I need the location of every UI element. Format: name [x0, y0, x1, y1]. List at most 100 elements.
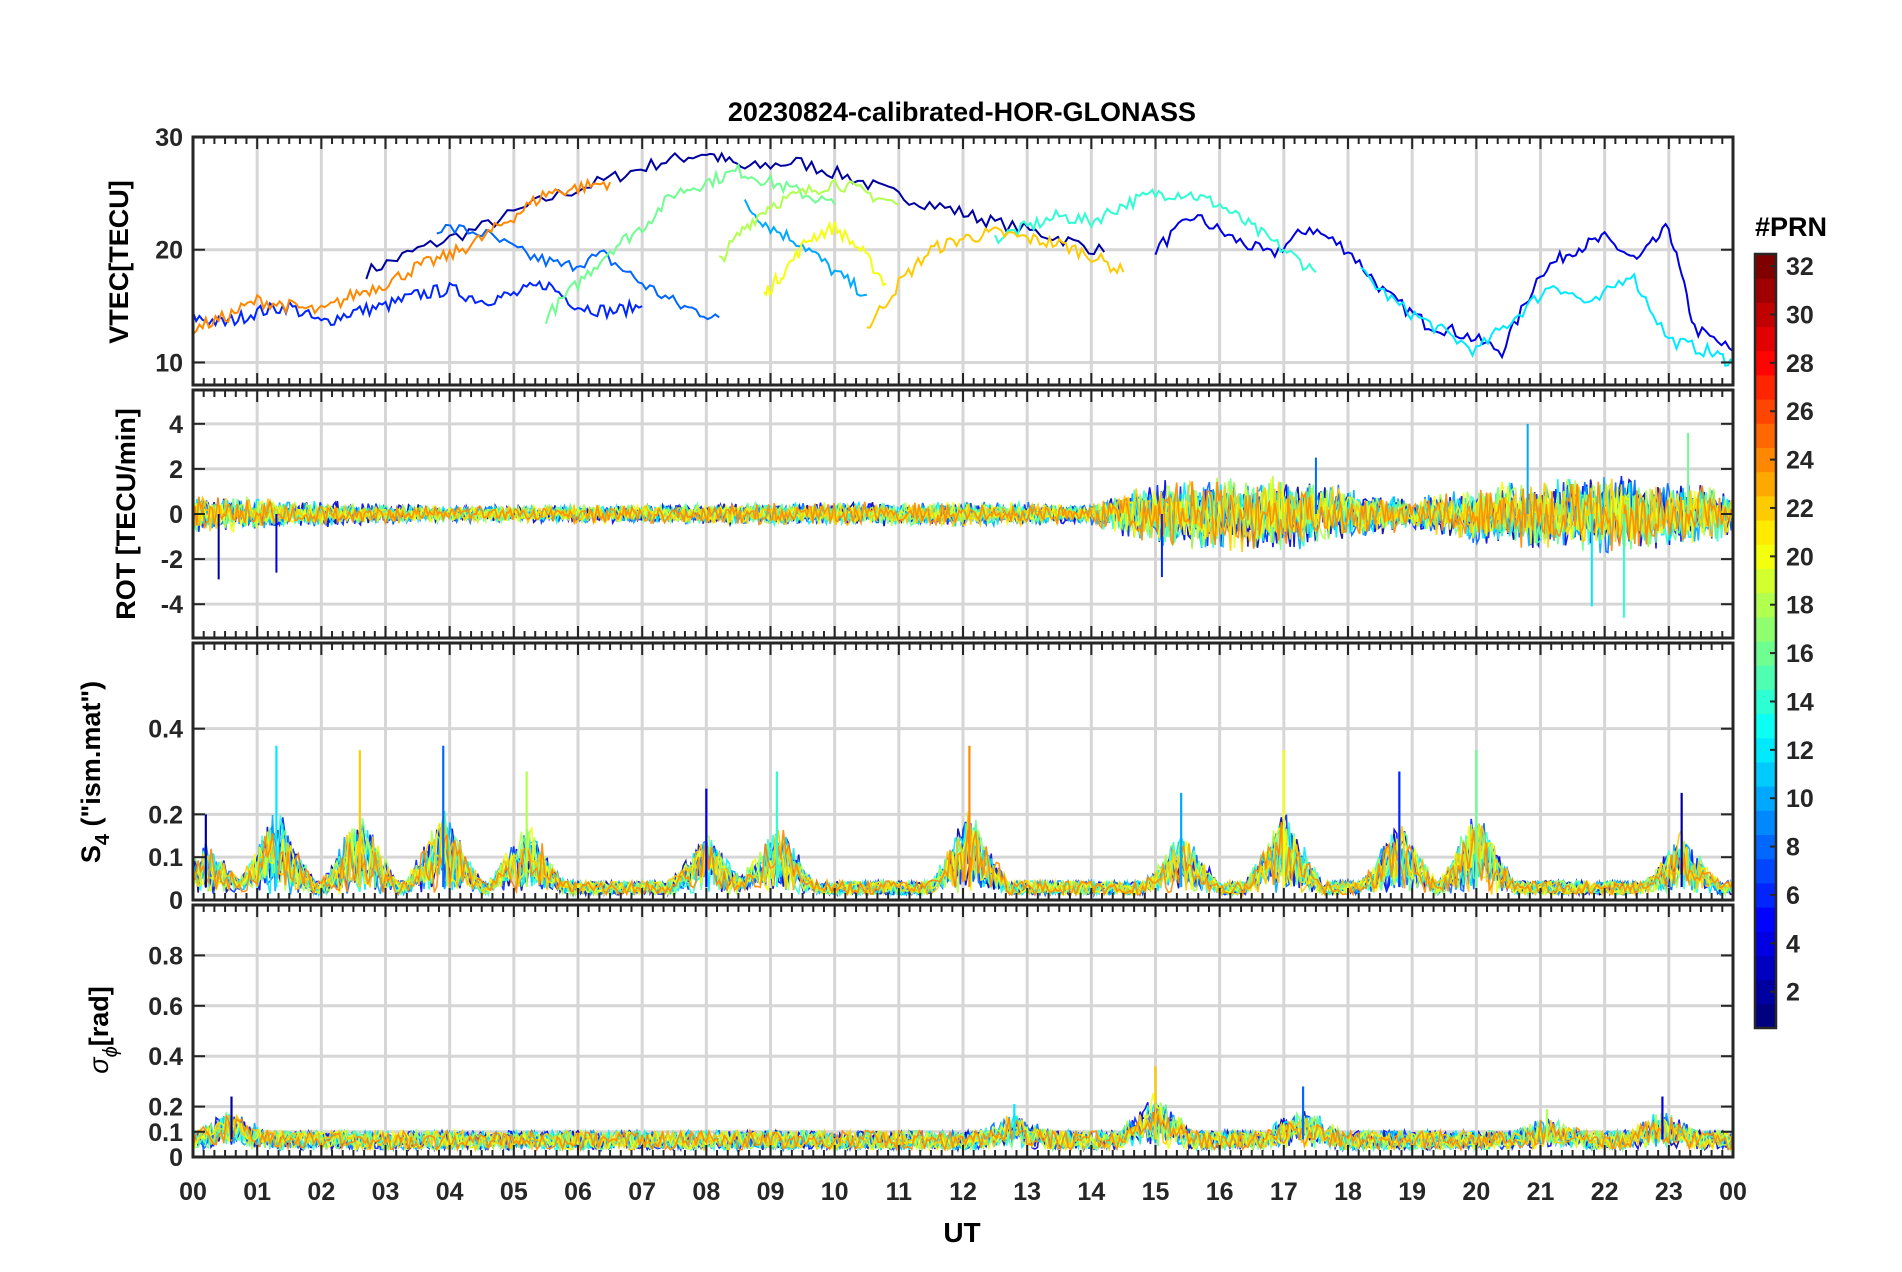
colorbar-tick-label: 14 — [1786, 688, 1814, 716]
x-tick-label: 17 — [1270, 1178, 1298, 1206]
rot-trace-prn-24 — [193, 481, 1732, 551]
colorbar-tick-label: 26 — [1786, 398, 1814, 426]
colorbar-frame — [1753, 252, 1778, 1030]
chart-title: 20230824-calibrated-HOR-GLONASS — [728, 97, 1196, 127]
colorbar-tick-label: 4 — [1786, 930, 1800, 958]
colorbar-swatch — [1755, 761, 1776, 787]
colorbar-swatch — [1755, 786, 1776, 811]
s4-data — [193, 745, 1733, 898]
colorbar-swatch — [1755, 689, 1776, 715]
sigphi-y-tick-label: 0.4 — [148, 1043, 183, 1071]
colorbar-swatch — [1755, 544, 1776, 569]
x-tick-label: 13 — [1013, 1178, 1041, 1206]
panel-s4: 0 0.1 0.2 0.4 S4 ("ism.mat") — [76, 641, 1735, 915]
colorbar-tick-label: 16 — [1786, 640, 1814, 668]
x-tick-label: 22 — [1591, 1178, 1619, 1206]
colorbar-tick-label: 12 — [1786, 737, 1814, 765]
colorbar-tick-label: 30 — [1786, 301, 1814, 329]
x-tick-label: 07 — [628, 1178, 656, 1206]
rot-y-tick-label: 2 — [169, 456, 183, 484]
s4-y-tick-label: 0.1 — [148, 844, 183, 872]
x-tick-label: 08 — [692, 1178, 720, 1206]
colorbar-tick-label: 2 — [1786, 979, 1800, 1007]
x-tick-label: 06 — [564, 1178, 592, 1206]
colorbar-tick-label: 8 — [1786, 834, 1800, 862]
colorbar-swatch — [1755, 810, 1776, 835]
s4-y-tick-label: 0.2 — [148, 801, 183, 829]
x-tick-label: 00 — [1719, 1178, 1747, 1206]
vtec-line-prn-22 — [866, 226, 1125, 329]
colorbar-swatch — [1755, 568, 1776, 594]
vtec-y-tick-label: 10 — [155, 349, 183, 377]
vtec-line-prn-4 — [1154, 214, 1733, 360]
vtec-data — [193, 151, 1733, 367]
colorbar-swatch — [1755, 665, 1776, 690]
colorbar-tick-label: 6 — [1786, 882, 1800, 910]
rot-y-tick-label: -2 — [161, 546, 183, 574]
vtec-line-prn-10 — [743, 199, 867, 297]
colorbar-swatch — [1755, 955, 1776, 981]
x-tick-label: 10 — [821, 1178, 849, 1206]
x-tick-label: 15 — [1142, 1178, 1170, 1206]
colorbar-swatch — [1755, 1003, 1776, 1029]
colorbar-label: #PRN — [1755, 212, 1827, 242]
sigphi-y-tick-label: 0.8 — [148, 942, 183, 970]
x-tick-label: 03 — [372, 1178, 400, 1206]
panel-vtec: 10 20 30 VTEC[TECU] — [104, 124, 1735, 387]
colorbar-swatch — [1755, 302, 1776, 328]
vtec-y-tick-label: 20 — [155, 237, 183, 265]
colorbar-swatch — [1755, 737, 1776, 763]
vtec-line-prn-14 — [994, 188, 1317, 274]
colorbar-tick-label: 10 — [1786, 785, 1814, 813]
x-tick-label: 14 — [1077, 1178, 1105, 1206]
colorbar-swatch — [1755, 471, 1776, 497]
colorbar-tick-label: 22 — [1786, 495, 1814, 523]
x-tick-label: 00 — [179, 1178, 207, 1206]
sigphi-trace-prn-18 — [193, 1102, 1733, 1154]
sigphi-y-tick-label: 0.2 — [148, 1094, 183, 1122]
rot-y-label: ROT [TECU/min] — [111, 408, 141, 619]
sigphi-y-label: σϕ[rad] — [84, 986, 122, 1073]
x-tick-label: 20 — [1462, 1178, 1490, 1206]
rot-y-tick-label: 4 — [169, 411, 183, 439]
x-tick-label: 19 — [1398, 1178, 1426, 1206]
vtec-y-label: VTEC[TECU] — [104, 180, 134, 344]
s4-y-tick-label: 0.4 — [148, 716, 183, 744]
colorbar-tick-label: 20 — [1786, 543, 1814, 571]
vtec-line-prn-18 — [718, 178, 900, 264]
x-tick-label: 16 — [1206, 1178, 1234, 1206]
colorbar-swatch — [1755, 423, 1776, 448]
x-tick-label: 01 — [243, 1178, 271, 1206]
panel-rot: -4 -2 0 2 4 ROT [TECU/min] — [111, 388, 1735, 640]
colorbar-tick-label: 32 — [1786, 253, 1814, 281]
x-tick-label: 09 — [757, 1178, 785, 1206]
colorbar-swatch — [1755, 495, 1776, 521]
colorbar-swatch — [1755, 399, 1776, 424]
colorbar-swatch — [1755, 374, 1776, 400]
x-tick-label: 12 — [949, 1178, 977, 1206]
colorbar-swatch — [1755, 907, 1776, 932]
rot-y-tick-label: -4 — [161, 591, 183, 619]
vtec-line-prn-6 — [193, 279, 643, 328]
x-tick-label: 21 — [1527, 1178, 1555, 1206]
sigphi-axes: 00.10.2 0.4 0.6 0.8 — [148, 903, 1735, 1172]
colorbar-swatch — [1755, 254, 1776, 279]
x-tick-label: 05 — [500, 1178, 528, 1206]
x-tick-label: 23 — [1655, 1178, 1683, 1206]
colorbar-tick-label: 28 — [1786, 350, 1814, 378]
vtec-line-prn-20 — [763, 220, 887, 298]
x-tick-label: 18 — [1334, 1178, 1362, 1206]
colorbar-swatch — [1755, 520, 1776, 545]
vtec-line-prn-12 — [1360, 266, 1733, 367]
colorbar-swatch — [1755, 616, 1776, 642]
colorbar-swatch — [1755, 979, 1776, 1005]
colorbar-tick-label: 18 — [1786, 592, 1814, 620]
colorbar-swatch — [1755, 713, 1776, 739]
x-axis-label: UT — [943, 1217, 980, 1248]
s4-axes: 0 0.1 0.2 0.4 — [148, 641, 1735, 915]
colorbar-swatch — [1755, 592, 1776, 618]
x-tick-label: 11 — [886, 1178, 913, 1206]
vtec-axes: 10 20 30 — [155, 124, 1735, 387]
